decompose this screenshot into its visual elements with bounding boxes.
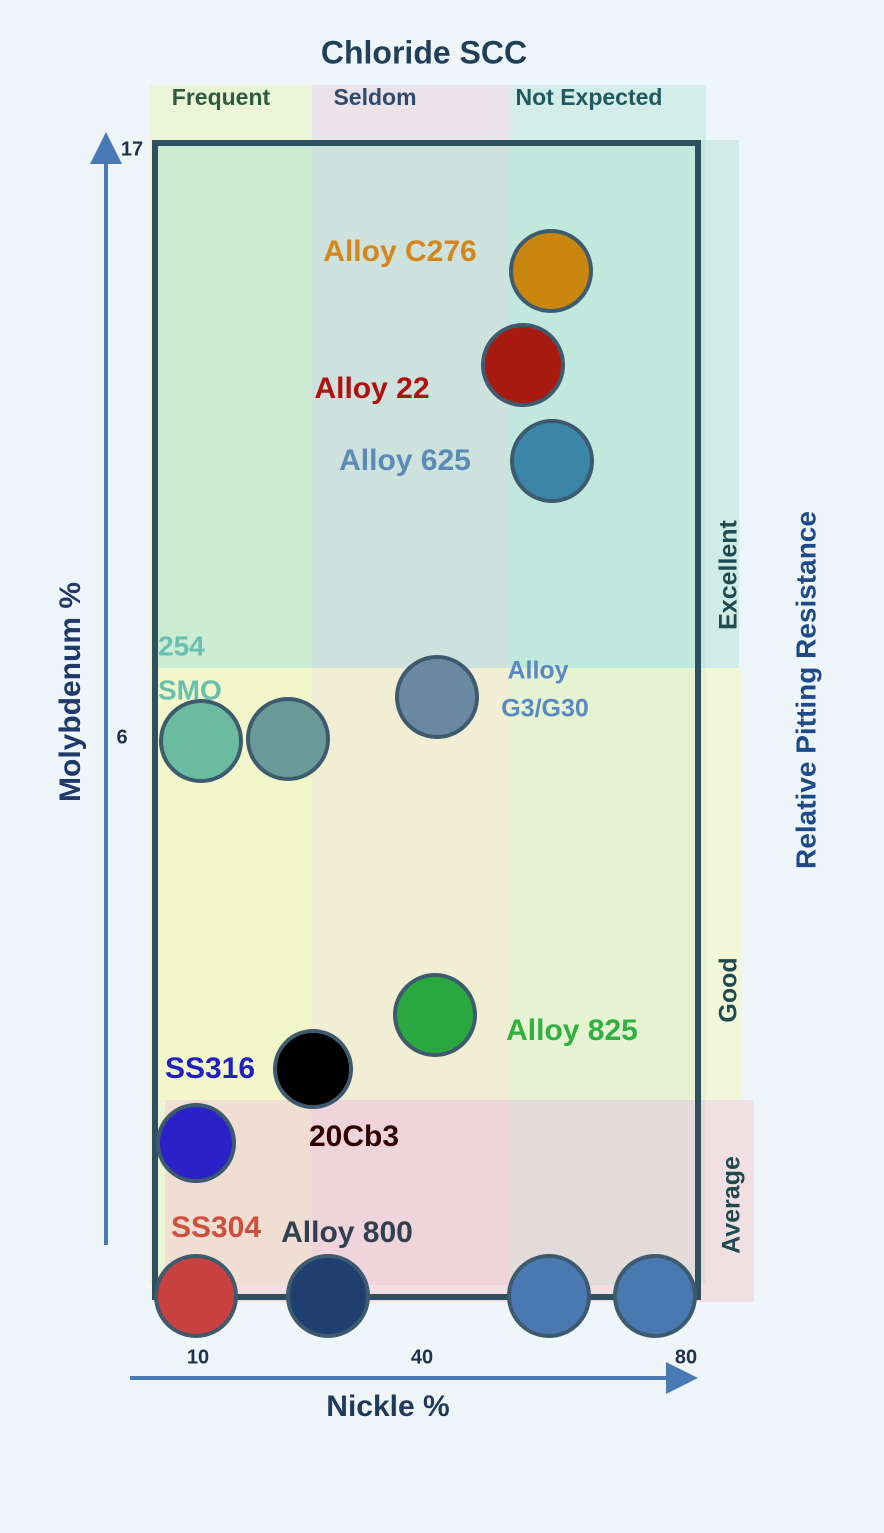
alloy-marker: [510, 419, 594, 503]
alloy-marker: [613, 1254, 697, 1338]
band-excellent: [155, 140, 739, 668]
alloy-label: SS316: [165, 1052, 255, 1085]
alloy-marker: [509, 229, 593, 313]
right-label: Relative Pitting Resistance: [790, 511, 821, 869]
row-label: Excellent: [715, 519, 743, 629]
row-label: Good: [715, 957, 743, 1022]
alloy-label: Alloy 625: [339, 444, 471, 477]
alloy-label: SS304: [171, 1211, 261, 1244]
alloy-marker: [507, 1254, 591, 1338]
alloy-marker: [395, 655, 479, 739]
alloy-label: Alloy: [507, 657, 568, 685]
column-label: Seldom: [333, 84, 416, 110]
alloy-marker: [154, 1254, 238, 1338]
alloy-label: Alloy C276: [323, 235, 476, 268]
frame: [152, 140, 701, 1300]
x-axis-label: Nickle %: [326, 1390, 449, 1423]
x-tick-label: 40: [411, 1346, 433, 1368]
alloy-marker: [481, 323, 565, 407]
y-tick-label: 17: [121, 138, 143, 160]
y-tick-label: 6: [116, 726, 127, 748]
column-label: Not Expected: [516, 84, 663, 110]
alloy-marker: [159, 699, 243, 783]
alloy-marker: [273, 1029, 353, 1109]
alloy-label: Alloy 800: [281, 1216, 413, 1249]
y-axis-label: Molybdenum %: [54, 582, 87, 802]
alloy-label: G3/G30: [501, 695, 589, 723]
alloy-label: 254: [158, 630, 205, 661]
alloy-marker: [156, 1103, 236, 1183]
alloy-marker: [286, 1254, 370, 1338]
x-tick-label: 10: [187, 1346, 209, 1368]
alloy-label: 20Cb3: [309, 1120, 399, 1153]
alloy-marker: [393, 973, 477, 1057]
row-label: Average: [718, 1156, 746, 1254]
x-tick-label: 80: [675, 1346, 697, 1368]
alloy-label: Alloy 22: [314, 372, 429, 405]
alloy-marker: [246, 697, 330, 781]
alloy-label: Alloy 825: [506, 1014, 638, 1047]
alloy-label: SMO: [158, 674, 222, 705]
title: Chloride SCC: [321, 34, 527, 70]
column-label: Frequent: [172, 84, 271, 110]
